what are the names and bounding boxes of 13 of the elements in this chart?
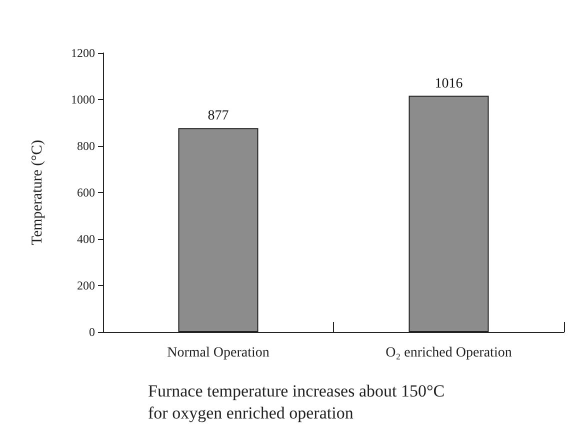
data-label: 877 xyxy=(208,108,229,124)
y-tick-label: 1200 xyxy=(71,46,95,60)
x-tick-label: O₂ enriched Operation xyxy=(386,346,512,360)
y-tick-label: 600 xyxy=(77,186,95,200)
data-label: 1016 xyxy=(434,76,463,92)
text: Furnace temperature increases about 150°C for oxygen enriched operation xyxy=(148,382,449,422)
x-tick-label: Normal Operation xyxy=(167,346,270,360)
y-tick-label: 400 xyxy=(77,232,95,246)
y-tick-label: 200 xyxy=(77,278,95,292)
y-axis-title: Temperature (°C) xyxy=(30,140,46,246)
y-tick-label: 1000 xyxy=(71,92,95,106)
y-tick-label: 0 xyxy=(89,325,95,339)
y-tick-label: 800 xyxy=(77,139,95,153)
